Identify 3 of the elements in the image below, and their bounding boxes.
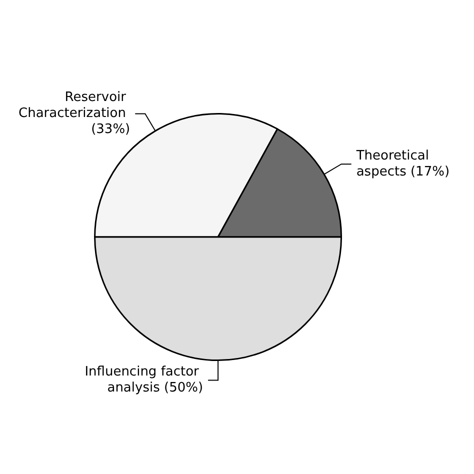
slice-label: Influencing factor analysis (50%): [84, 364, 204, 396]
slice-label: Reservoir Characterization (33%): [18, 90, 130, 138]
slice-label: Theoretical aspects (17%): [355, 148, 450, 180]
